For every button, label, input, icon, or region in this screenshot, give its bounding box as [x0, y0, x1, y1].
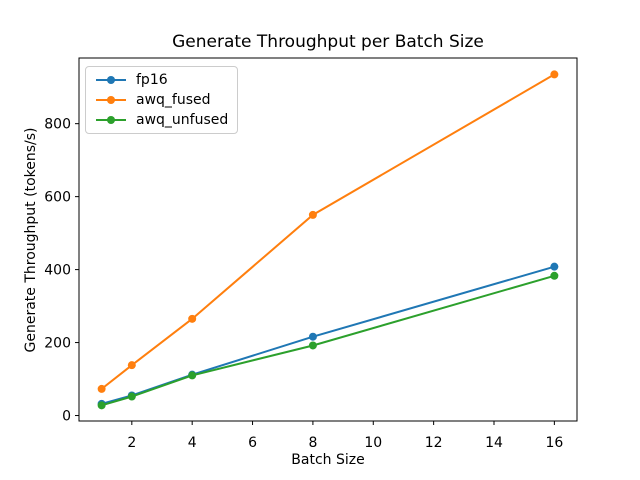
legend-line-marker-icon — [96, 76, 126, 84]
chart-title: Generate Throughput per Batch Size — [172, 32, 484, 52]
data-point-awq_fused — [97, 384, 106, 393]
y-tick-label: 600 — [44, 190, 71, 206]
y-tick-label: 800 — [44, 117, 71, 133]
x-tick-label: 16 — [545, 435, 563, 451]
legend-line-marker-icon — [96, 96, 126, 104]
data-point-fp16 — [550, 262, 559, 271]
legend-label: awq_fused — [136, 92, 211, 108]
x-tick-label: 2 — [127, 435, 136, 451]
x-axis-label: Batch Size — [291, 452, 365, 468]
data-point-awq_unfused — [188, 371, 197, 380]
data-point-awq_unfused — [97, 401, 106, 410]
legend-item-awq_fused: awq_fused — [94, 90, 228, 110]
y-tick-label: 400 — [44, 263, 71, 279]
x-tick-label: 14 — [485, 435, 503, 451]
y-tick-label: 200 — [44, 336, 71, 352]
x-tick-label: 12 — [425, 435, 443, 451]
legend: fp16 awq_fused awq_unfused — [85, 66, 239, 134]
legend-label: awq_unfused — [136, 112, 229, 128]
legend-item-awq_unfused: awq_unfused — [94, 110, 228, 130]
data-point-awq_fused — [550, 70, 559, 79]
data-point-fp16 — [308, 332, 317, 341]
data-point-awq_fused — [188, 314, 197, 323]
x-tick-label: 6 — [248, 435, 257, 451]
legend-line-marker-icon — [96, 116, 126, 124]
legend-item-fp16: fp16 — [94, 70, 228, 90]
data-point-awq_fused — [308, 210, 317, 219]
series-line-awq_unfused — [100, 274, 556, 407]
x-tick-label: 10 — [364, 435, 382, 451]
data-point-awq_unfused — [127, 392, 136, 401]
x-tick-label: 4 — [188, 435, 197, 451]
data-point-awq_unfused — [308, 341, 317, 350]
x-tick-label: 8 — [308, 435, 317, 451]
legend-label: fp16 — [136, 72, 168, 88]
data-point-awq_fused — [127, 361, 136, 370]
y-tick-label: 0 — [62, 409, 71, 425]
data-point-awq_unfused — [550, 271, 559, 280]
y-axis-label: Generate Throughput (tokens/s) — [23, 127, 39, 353]
axes-spines — [78, 57, 578, 422]
